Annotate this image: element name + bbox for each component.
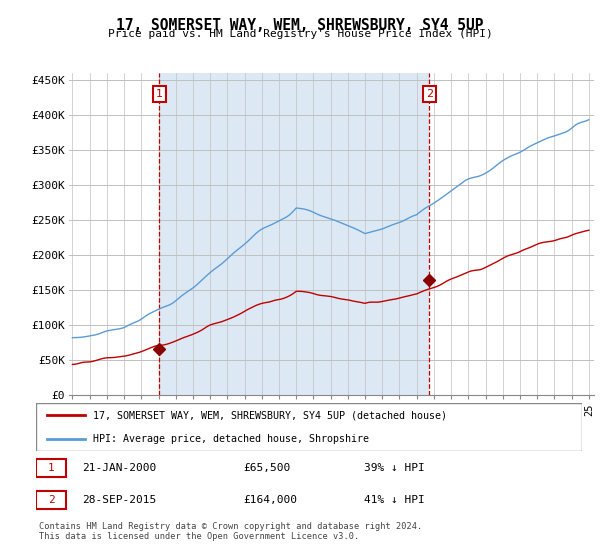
Text: Contains HM Land Registry data © Crown copyright and database right 2024.
This d: Contains HM Land Registry data © Crown c… (39, 522, 422, 542)
Text: 17, SOMERSET WAY, WEM, SHREWSBURY, SY4 5UP: 17, SOMERSET WAY, WEM, SHREWSBURY, SY4 5… (116, 18, 484, 33)
Bar (160, 73, 430, 395)
Text: HPI: Average price, detached house, Shropshire: HPI: Average price, detached house, Shro… (94, 434, 370, 444)
FancyBboxPatch shape (36, 459, 66, 477)
FancyBboxPatch shape (36, 403, 582, 451)
Text: 41% ↓ HPI: 41% ↓ HPI (364, 495, 424, 505)
Text: 1: 1 (156, 88, 163, 99)
FancyBboxPatch shape (36, 491, 66, 509)
Text: 17, SOMERSET WAY, WEM, SHREWSBURY, SY4 5UP (detached house): 17, SOMERSET WAY, WEM, SHREWSBURY, SY4 5… (94, 410, 448, 420)
Text: 2: 2 (48, 495, 55, 505)
Text: Price paid vs. HM Land Registry's House Price Index (HPI): Price paid vs. HM Land Registry's House … (107, 29, 493, 39)
Text: £164,000: £164,000 (244, 495, 298, 505)
Text: 39% ↓ HPI: 39% ↓ HPI (364, 463, 424, 473)
Text: 28-SEP-2015: 28-SEP-2015 (82, 495, 157, 505)
Text: £65,500: £65,500 (244, 463, 291, 473)
Text: 21-JAN-2000: 21-JAN-2000 (82, 463, 157, 473)
Text: 2: 2 (426, 88, 433, 99)
Text: 1: 1 (48, 463, 55, 473)
